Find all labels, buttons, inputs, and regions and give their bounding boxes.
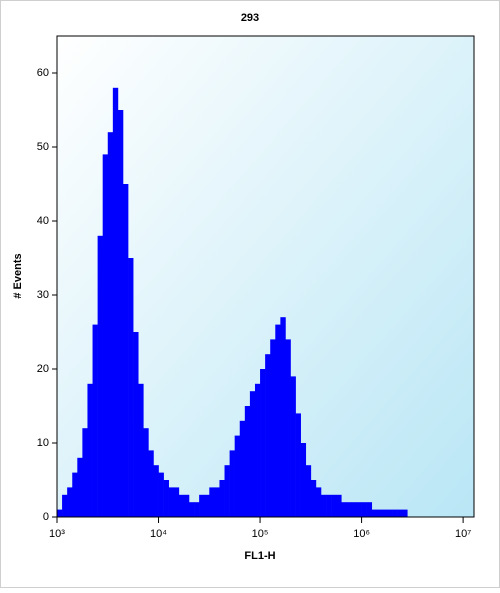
bar <box>381 509 388 517</box>
bar <box>188 502 195 517</box>
bar <box>326 494 332 517</box>
x-tick-label: 10³ <box>49 528 65 540</box>
y-tick-label: 30 <box>37 289 49 301</box>
bar <box>366 502 373 517</box>
y-tick-label: 20 <box>37 363 49 375</box>
bar <box>392 509 398 517</box>
bar <box>219 480 225 517</box>
bar <box>397 509 403 517</box>
bar <box>229 450 235 517</box>
bar <box>57 509 63 517</box>
bar <box>173 487 180 517</box>
bar <box>107 132 114 517</box>
bar <box>72 472 78 517</box>
bar <box>178 494 185 517</box>
bar <box>331 494 337 517</box>
bar <box>92 324 98 517</box>
bar <box>260 369 266 517</box>
bar <box>275 324 281 517</box>
bars <box>57 87 408 518</box>
bar <box>371 509 378 517</box>
x-axis-label: FL1-H <box>244 550 275 562</box>
bar <box>199 494 205 517</box>
bar <box>402 509 408 517</box>
bar <box>351 502 357 517</box>
bar <box>117 110 124 517</box>
y-tick-label: 50 <box>37 141 49 153</box>
x-tick-label: 10⁵ <box>252 528 269 540</box>
bar <box>183 494 190 517</box>
bar <box>305 465 312 517</box>
bar <box>163 480 169 517</box>
x-tick-label: 10⁷ <box>455 528 471 540</box>
bar <box>62 494 68 517</box>
bar <box>376 509 383 517</box>
bar <box>295 413 301 517</box>
bar <box>265 354 271 517</box>
bar <box>336 494 342 517</box>
chart-title: 293 <box>241 12 259 24</box>
bar <box>194 502 200 517</box>
bar <box>254 383 261 517</box>
bar <box>386 509 393 517</box>
plot-border <box>56 35 475 518</box>
x-tick-label: 10⁴ <box>150 528 167 540</box>
bar <box>82 428 88 517</box>
bar <box>128 258 134 517</box>
bar <box>224 465 230 517</box>
bar <box>270 339 276 517</box>
bar <box>320 494 327 517</box>
bar <box>133 332 139 517</box>
bar <box>102 154 109 517</box>
bar <box>87 383 93 517</box>
bar <box>204 494 210 517</box>
bar <box>280 317 286 517</box>
bar <box>168 487 175 517</box>
bar <box>239 420 246 517</box>
y-tick-label: 40 <box>37 215 49 227</box>
bar <box>214 487 220 517</box>
bar <box>112 87 119 518</box>
bar <box>97 235 103 518</box>
y-tick-label: 10 <box>37 437 49 449</box>
bar <box>67 487 73 517</box>
bar <box>158 472 164 517</box>
y-tick-label: 60 <box>37 67 49 79</box>
bar <box>138 383 144 517</box>
bar <box>300 443 307 517</box>
y-tick-label: 0 <box>43 511 49 523</box>
bar <box>122 184 129 517</box>
bar <box>234 435 241 517</box>
x-tick-label: 10⁶ <box>353 528 370 540</box>
y-axis-label: # Events <box>12 253 24 298</box>
bar <box>315 487 322 517</box>
bar <box>249 391 256 517</box>
bar <box>356 502 362 517</box>
bar <box>310 480 317 517</box>
bar <box>209 487 215 517</box>
bar <box>244 406 251 517</box>
bar <box>346 502 352 517</box>
bar <box>341 502 347 517</box>
bar <box>153 465 159 517</box>
bar <box>77 457 83 517</box>
bar <box>148 450 154 517</box>
bar <box>285 339 291 517</box>
bar <box>361 502 367 517</box>
bar <box>143 428 149 517</box>
bar <box>290 376 296 517</box>
